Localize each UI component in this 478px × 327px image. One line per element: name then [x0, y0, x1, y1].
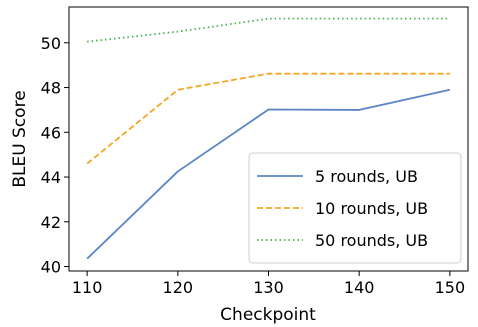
y-tick-label: 40	[41, 258, 61, 277]
x-axis-label: Checkpoint	[220, 305, 316, 325]
legend: 5 rounds, UB 10 rounds, UB 50 rounds, UB	[248, 152, 462, 264]
y-tick-label: 46	[41, 123, 61, 142]
legend-label-1: 10 rounds, UB	[315, 199, 428, 218]
y-tick-label: 50	[41, 34, 61, 53]
x-tick-label: 150	[435, 278, 466, 297]
x-axis-ticks: 110 120 130 140 150	[72, 271, 465, 297]
series-line-0	[86, 88, 451, 260]
y-axis-ticks: 40 42 44 46 48 50	[41, 34, 69, 277]
y-axis-label: BLEU Score	[10, 90, 30, 187]
x-tick-label: 140	[344, 278, 375, 297]
x-tick-label: 120	[163, 278, 194, 297]
y-tick-label: 44	[41, 168, 61, 187]
legend-entries: 5 rounds, UB 10 rounds, UB 50 rounds, UB	[257, 167, 428, 250]
legend-label-2: 50 rounds, UB	[315, 231, 428, 250]
x-tick-label: 130	[253, 278, 284, 297]
plot-lines	[86, 17, 451, 260]
y-tick-label: 48	[41, 79, 61, 98]
series-line-1	[86, 72, 450, 165]
x-tick-label: 110	[72, 278, 103, 297]
legend-label-0: 5 rounds, UB	[315, 167, 418, 186]
legend-box	[248, 152, 462, 264]
y-tick-label: 42	[41, 213, 61, 232]
